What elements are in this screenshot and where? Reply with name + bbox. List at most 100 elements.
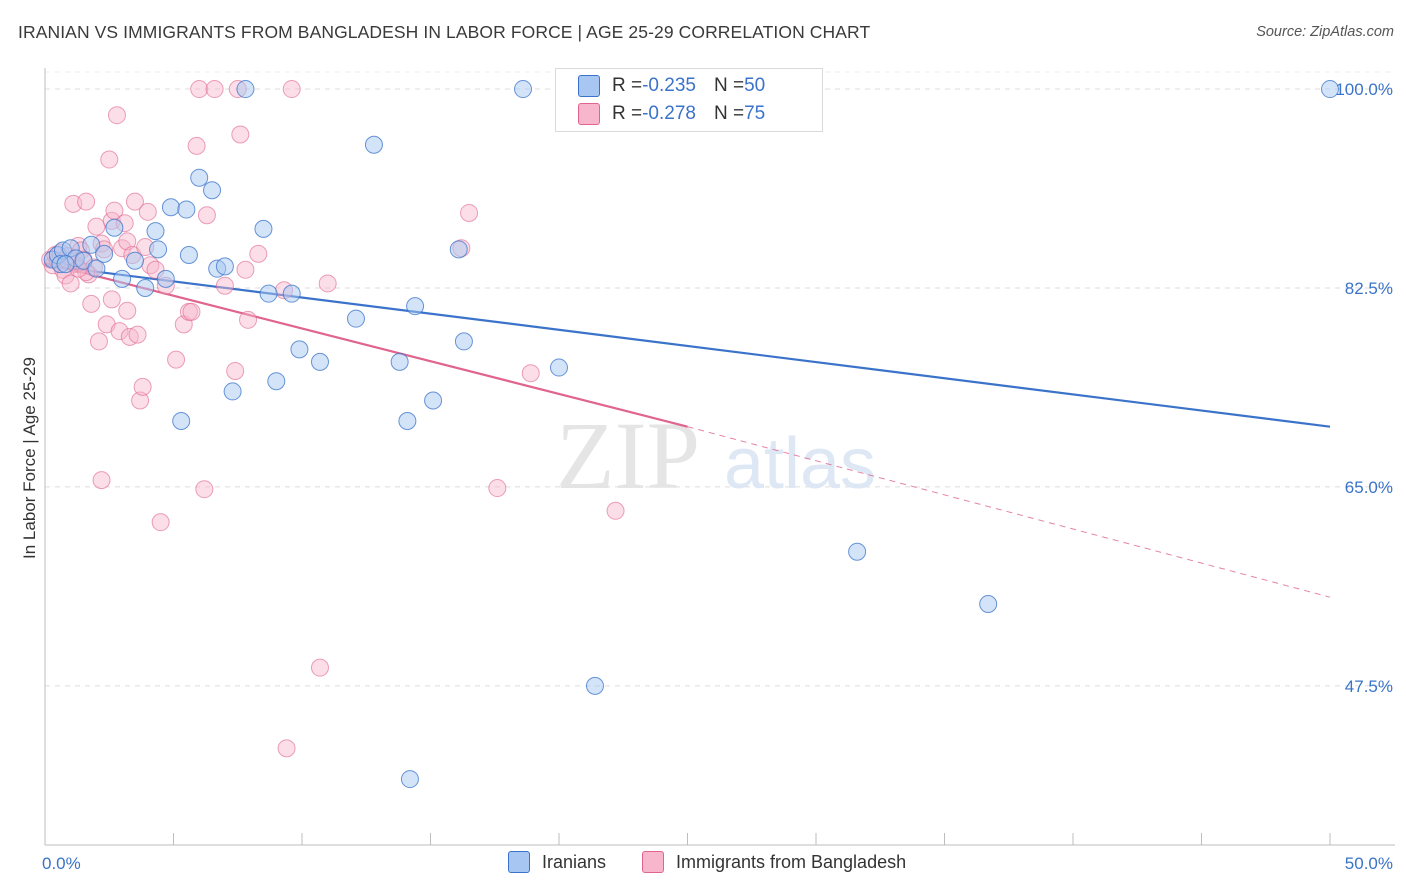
point-iranians-31 (290, 340, 309, 359)
y-axis-title: In Labor Force | Age 25-29 (20, 357, 39, 559)
point-bangladesh-19 (89, 332, 108, 351)
legend-swatch-iranians (508, 851, 530, 873)
point-bangladesh-61 (310, 658, 329, 677)
point-iranians-32 (310, 352, 329, 371)
point-bangladesh-55 (236, 260, 255, 279)
point-iranians-22 (203, 181, 222, 200)
point-bangladesh-33 (125, 192, 144, 211)
point-bangladesh-30 (118, 232, 137, 251)
point-bangladesh-50 (190, 80, 209, 99)
point-bangladesh-56 (239, 310, 258, 329)
point-bangladesh-46 (182, 302, 201, 321)
trendline-iranians (44, 264, 1331, 428)
point-bangladesh-59 (282, 80, 301, 99)
legend-swatch-bangladesh (578, 103, 600, 125)
axes (44, 68, 1395, 846)
y-tick-label-2: 82.5% (1345, 279, 1393, 298)
point-iranians-35 (390, 352, 409, 371)
point-iranians-36 (398, 411, 417, 430)
y-tick-label-1: 65.0% (1345, 478, 1393, 497)
point-iranians-9 (95, 244, 114, 263)
series-legend: Iranians Immigrants from Bangladesh (0, 851, 1406, 877)
legend-row-iranians: R = -0.235 N = 50 (578, 74, 765, 98)
point-bangladesh-74 (118, 301, 137, 320)
point-iranians-21 (190, 168, 209, 187)
point-bangladesh-71 (102, 290, 121, 309)
point-bangladesh-53 (226, 361, 245, 380)
legend-r-value: -0.278 (642, 103, 696, 124)
point-iranians-24 (215, 257, 234, 276)
point-bangladesh-54 (231, 125, 250, 144)
point-bangladesh-18 (87, 217, 106, 236)
watermark-atlas: atlas (724, 424, 876, 504)
legend-n-label: N = (713, 75, 745, 96)
point-iranians-26 (236, 80, 255, 99)
point-iranians-38 (406, 297, 425, 316)
y-tick-label-3: 100.0% (1335, 80, 1393, 99)
point-iranians-17 (161, 198, 180, 217)
point-iranians-30 (282, 284, 301, 303)
point-iranians-12 (125, 251, 144, 270)
legend-n-label: N = (713, 103, 745, 124)
chart-title: IRANIAN VS IMMIGRANTS FROM BANGLADESH IN… (18, 22, 871, 42)
x-tick-label-1: 50.0% (1345, 854, 1393, 873)
point-bangladesh-48 (195, 480, 214, 499)
point-iranians-40 (449, 240, 468, 259)
point-bangladesh-34 (128, 325, 147, 344)
point-iranians-10 (105, 218, 124, 237)
point-bangladesh-66 (460, 203, 479, 222)
point-iranians-18 (172, 411, 191, 430)
watermark: ZIP atlas (556, 402, 876, 509)
point-bangladesh-23 (100, 150, 119, 169)
point-bangladesh-67 (488, 479, 507, 498)
point-iranians-25 (223, 382, 242, 401)
legend-n-value: 75 (744, 103, 766, 124)
point-iranians-6 (74, 251, 93, 270)
point-bangladesh-35 (131, 391, 150, 410)
point-bangladesh-49 (197, 206, 216, 225)
source-label: Source: ZipAtlas.com (1256, 24, 1394, 40)
point-iranians-43 (550, 358, 568, 377)
point-iranians-13 (136, 278, 155, 297)
legend-r-value: -0.235 (642, 75, 696, 96)
point-bangladesh-64 (92, 471, 111, 490)
x-tick-label-0: 0.0% (42, 854, 81, 873)
point-iranians-28 (259, 284, 278, 303)
point-iranians-27 (254, 219, 273, 238)
series-bangladesh (41, 80, 625, 758)
point-iranians-7 (82, 235, 101, 254)
trendline-bangladesh-extension (687, 426, 1331, 598)
point-bangladesh-57 (249, 244, 268, 263)
legend-swatch-iranians (578, 75, 600, 97)
tick-labels: 47.5% 65.0% 82.5% 100.0% 0.0% 50.0% (42, 80, 1393, 873)
point-iranians-44 (585, 676, 604, 695)
legend-r-label: R = (612, 75, 643, 96)
legend-swatch-bangladesh (642, 851, 664, 873)
legend-label-bangladesh: Immigrants from Bangladesh (676, 851, 907, 872)
point-bangladesh-8 (61, 274, 80, 293)
point-iranians-37 (400, 770, 419, 789)
legend-row-bangladesh: R = -0.278 N = 75 (578, 102, 765, 126)
legend-item-bangladesh: Immigrants from Bangladesh (642, 851, 906, 873)
watermark-zip: ZIP (556, 402, 700, 509)
point-iranians-34 (364, 135, 383, 154)
point-iranians-19 (177, 200, 196, 219)
point-iranians-29 (267, 372, 286, 391)
point-bangladesh-36 (133, 377, 152, 396)
point-iranians-33 (346, 309, 365, 328)
point-bangladesh-63 (277, 739, 296, 758)
point-bangladesh-38 (138, 202, 157, 221)
point-bangladesh-68 (521, 364, 540, 383)
point-bangladesh-16 (82, 294, 101, 313)
point-iranians-16 (156, 269, 175, 288)
point-iranians-20 (179, 246, 198, 265)
point-bangladesh-47 (187, 136, 206, 155)
point-iranians-39 (424, 391, 443, 410)
legend-n-value: 50 (744, 75, 766, 96)
point-iranians-41 (454, 332, 473, 351)
legend-r-label: R = (612, 103, 643, 124)
point-bangladesh-69 (606, 501, 625, 520)
point-bangladesh-27 (110, 322, 129, 341)
stats-legend: R = -0.235 N = 50 R = -0.278 N = 75 (555, 68, 823, 132)
